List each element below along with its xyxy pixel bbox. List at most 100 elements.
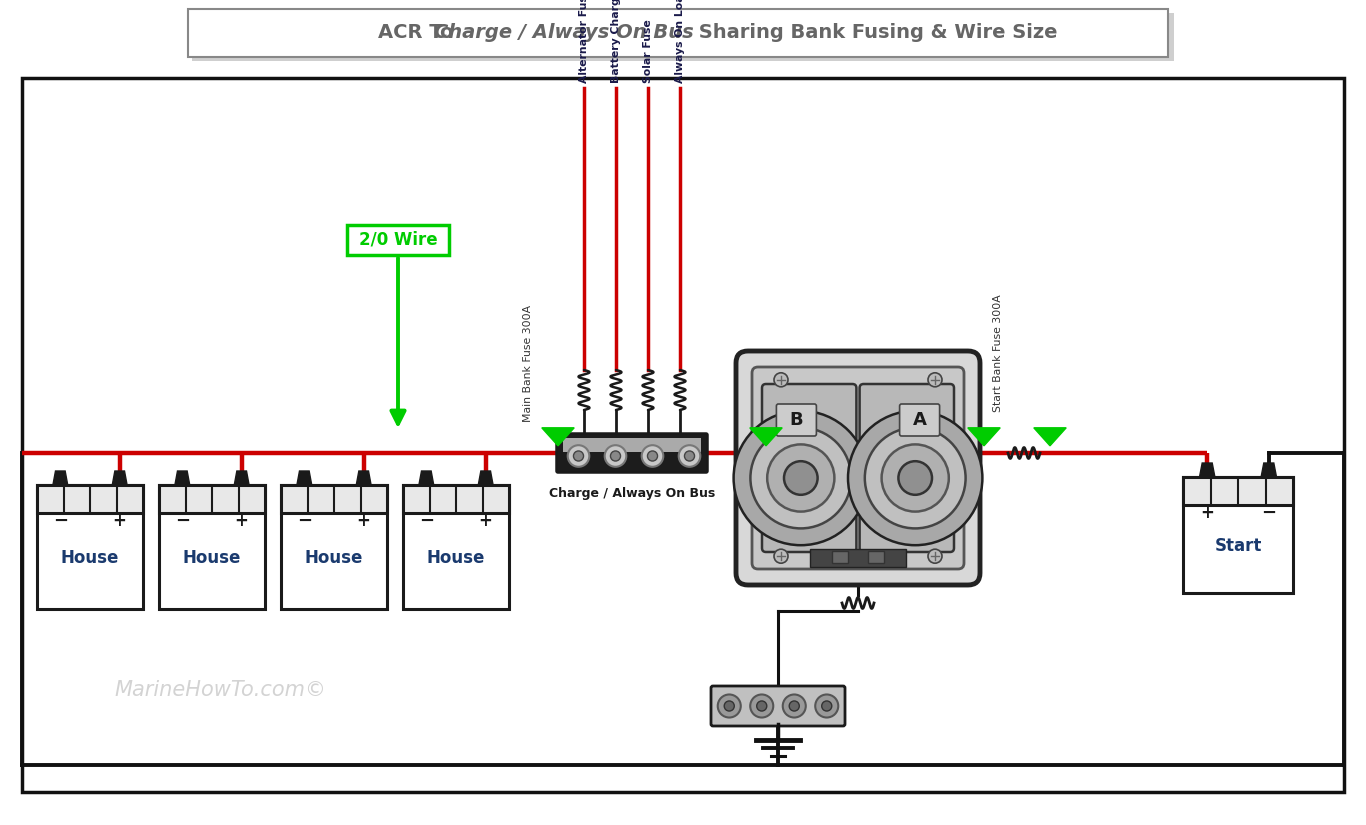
Polygon shape bbox=[175, 471, 190, 485]
Circle shape bbox=[724, 701, 735, 711]
Bar bbox=[867, 551, 884, 563]
Text: A: A bbox=[912, 411, 926, 429]
Text: −: − bbox=[1261, 504, 1276, 522]
Bar bbox=[1183, 477, 1294, 593]
Circle shape bbox=[816, 695, 839, 718]
Text: Always On Loads Fuse - eg: Bilge Pumps: Always On Loads Fuse - eg: Bilge Pumps bbox=[675, 0, 684, 83]
Text: Start: Start bbox=[1214, 537, 1262, 555]
Circle shape bbox=[928, 373, 943, 387]
Bar bbox=[193, 13, 1173, 61]
Circle shape bbox=[574, 451, 583, 461]
Text: ACR To: ACR To bbox=[378, 22, 460, 41]
Text: Charge / Always On Bus: Charge / Always On Bus bbox=[549, 487, 716, 500]
Bar bbox=[22, 78, 1344, 792]
Circle shape bbox=[684, 451, 694, 461]
Text: +: + bbox=[235, 512, 249, 530]
Circle shape bbox=[757, 701, 766, 711]
Bar bbox=[37, 485, 143, 513]
Text: House: House bbox=[305, 549, 363, 567]
Polygon shape bbox=[419, 471, 434, 485]
Circle shape bbox=[848, 411, 982, 545]
Circle shape bbox=[679, 446, 701, 467]
Circle shape bbox=[734, 411, 867, 545]
Bar bbox=[347, 225, 449, 255]
Circle shape bbox=[899, 461, 932, 495]
Text: 2/0 Wire: 2/0 Wire bbox=[359, 231, 437, 249]
Polygon shape bbox=[967, 428, 1000, 446]
Bar bbox=[37, 485, 143, 609]
Circle shape bbox=[611, 451, 620, 461]
FancyBboxPatch shape bbox=[710, 686, 846, 726]
Bar bbox=[403, 485, 510, 513]
Bar bbox=[1183, 477, 1294, 505]
Circle shape bbox=[750, 427, 851, 528]
Polygon shape bbox=[1261, 463, 1276, 477]
Bar bbox=[832, 551, 848, 563]
Bar bbox=[403, 485, 510, 609]
Bar bbox=[1183, 477, 1294, 505]
Polygon shape bbox=[112, 471, 127, 485]
FancyBboxPatch shape bbox=[762, 384, 856, 552]
FancyBboxPatch shape bbox=[900, 404, 940, 436]
Text: Sharing Bank Fusing & Wire Size: Sharing Bank Fusing & Wire Size bbox=[693, 22, 1057, 41]
Text: B: B bbox=[790, 411, 803, 429]
Text: −: − bbox=[419, 512, 434, 530]
Text: +: + bbox=[113, 512, 127, 530]
Polygon shape bbox=[1034, 428, 1067, 446]
Bar bbox=[281, 485, 387, 513]
Circle shape bbox=[775, 373, 788, 387]
FancyBboxPatch shape bbox=[776, 404, 817, 436]
Bar bbox=[281, 485, 387, 513]
Circle shape bbox=[750, 695, 773, 718]
Text: +: + bbox=[478, 512, 493, 530]
Text: −: − bbox=[53, 512, 68, 530]
Bar bbox=[158, 485, 265, 609]
Circle shape bbox=[790, 701, 799, 711]
Circle shape bbox=[647, 451, 657, 461]
Circle shape bbox=[865, 427, 966, 528]
Bar bbox=[810, 549, 907, 567]
Polygon shape bbox=[750, 428, 783, 446]
Bar bbox=[37, 485, 143, 513]
Text: Battery Charger Fuse: Battery Charger Fuse bbox=[611, 0, 622, 83]
Polygon shape bbox=[53, 471, 68, 485]
Polygon shape bbox=[1199, 463, 1214, 477]
Circle shape bbox=[881, 445, 949, 512]
Circle shape bbox=[642, 446, 664, 467]
Text: Main Bank Fuse 300A: Main Bank Fuse 300A bbox=[523, 304, 533, 422]
Circle shape bbox=[717, 695, 740, 718]
Polygon shape bbox=[542, 428, 574, 446]
Circle shape bbox=[775, 549, 788, 563]
Bar bbox=[563, 438, 701, 451]
Text: Start Bank Fuse 300A: Start Bank Fuse 300A bbox=[993, 295, 1003, 412]
Bar bbox=[281, 485, 387, 609]
Circle shape bbox=[568, 446, 589, 467]
FancyBboxPatch shape bbox=[556, 433, 708, 473]
Text: MarineHowTo.com©: MarineHowTo.com© bbox=[115, 680, 326, 700]
Circle shape bbox=[768, 445, 835, 512]
Bar bbox=[189, 9, 1168, 57]
Circle shape bbox=[784, 461, 818, 495]
FancyBboxPatch shape bbox=[736, 351, 979, 585]
Bar bbox=[158, 485, 265, 513]
Text: Solar Fuse: Solar Fuse bbox=[643, 19, 653, 83]
Text: −: − bbox=[296, 512, 311, 530]
Bar bbox=[158, 485, 265, 513]
Text: House: House bbox=[426, 549, 485, 567]
Text: House: House bbox=[61, 549, 119, 567]
Polygon shape bbox=[234, 471, 249, 485]
Circle shape bbox=[928, 549, 943, 563]
Polygon shape bbox=[357, 471, 372, 485]
Polygon shape bbox=[296, 471, 311, 485]
Circle shape bbox=[605, 446, 626, 467]
Text: −: − bbox=[175, 512, 190, 530]
Text: +: + bbox=[357, 512, 370, 530]
FancyBboxPatch shape bbox=[753, 367, 964, 569]
Circle shape bbox=[822, 701, 832, 711]
FancyBboxPatch shape bbox=[859, 384, 953, 552]
Circle shape bbox=[783, 695, 806, 718]
Text: House: House bbox=[183, 549, 242, 567]
Text: Charge / Always On Bus: Charge / Always On Bus bbox=[434, 22, 694, 41]
Text: Alternator Fuse: Alternator Fuse bbox=[579, 0, 589, 83]
Polygon shape bbox=[478, 471, 493, 485]
